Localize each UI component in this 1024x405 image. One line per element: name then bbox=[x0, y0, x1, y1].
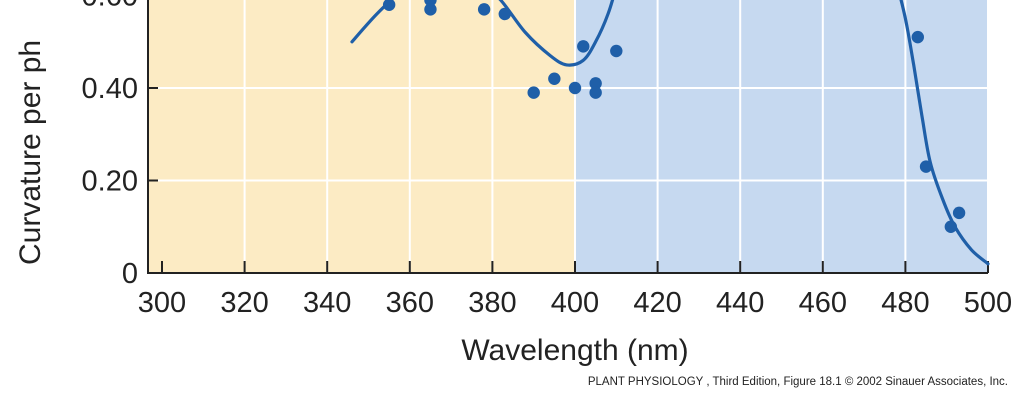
figure-credit: PLANT PHYSIOLOGY , Third Edition, Figure… bbox=[587, 376, 1008, 388]
x-axis-title: Wavelength (nm) bbox=[461, 334, 688, 367]
data-point-14 bbox=[911, 30, 924, 44]
y-tick-label-3: 0.60 bbox=[82, 0, 138, 13]
x-tick-label-420: 420 bbox=[633, 287, 681, 319]
fitted-curve-segment-0 bbox=[350, 0, 615, 67]
data-point-17 bbox=[952, 206, 966, 220]
background-regions bbox=[148, 0, 988, 273]
y-tick-label-0: 0 bbox=[122, 258, 138, 290]
y-axis-title: Curvature per ph bbox=[14, 40, 47, 265]
tick-labels: 300 320 340 360 380 400 420 440 460 480 500 0 0.20 0.… bbox=[82, 0, 1013, 319]
x-tick-label-500: 500 bbox=[964, 287, 1012, 319]
data-point-4 bbox=[477, 3, 491, 16]
x-tick-label-300: 300 bbox=[138, 287, 186, 319]
x-tick-label-320: 320 bbox=[220, 287, 268, 319]
fitted-curve bbox=[350, 0, 990, 266]
gridlines bbox=[148, 0, 989, 273]
data-point-8 bbox=[568, 81, 582, 95]
x-tick-label-460: 460 bbox=[799, 287, 847, 319]
data-point-5 bbox=[498, 7, 511, 21]
data-point-16 bbox=[944, 220, 958, 233]
fitted-curve-segment-1 bbox=[899, 0, 990, 266]
data-point-9 bbox=[577, 40, 590, 53]
x-tick-label-440: 440 bbox=[716, 287, 764, 319]
y-tick-label-2: 0.40 bbox=[82, 73, 138, 105]
axes bbox=[147, 0, 989, 274]
data-point-2 bbox=[424, 3, 437, 16]
x-tick-label-380: 380 bbox=[468, 287, 516, 319]
x-tick-label-340: 340 bbox=[303, 287, 351, 319]
data-point-11 bbox=[589, 86, 602, 99]
x-tick-label-400: 400 bbox=[551, 287, 599, 319]
data-point-15 bbox=[919, 160, 933, 173]
y-tick-label-1: 0.20 bbox=[82, 166, 138, 198]
x-tick-label-360: 360 bbox=[386, 287, 434, 319]
data-point-12 bbox=[610, 44, 623, 58]
region-300-400 bbox=[148, 0, 575, 273]
data-point-7 bbox=[548, 72, 561, 85]
data-point-10 bbox=[589, 77, 602, 90]
x-tick-label-480: 480 bbox=[881, 287, 929, 319]
region-400-500 bbox=[575, 0, 988, 273]
data-point-0 bbox=[382, 0, 396, 11]
data-points bbox=[382, 0, 966, 233]
data-point-6 bbox=[527, 86, 540, 99]
